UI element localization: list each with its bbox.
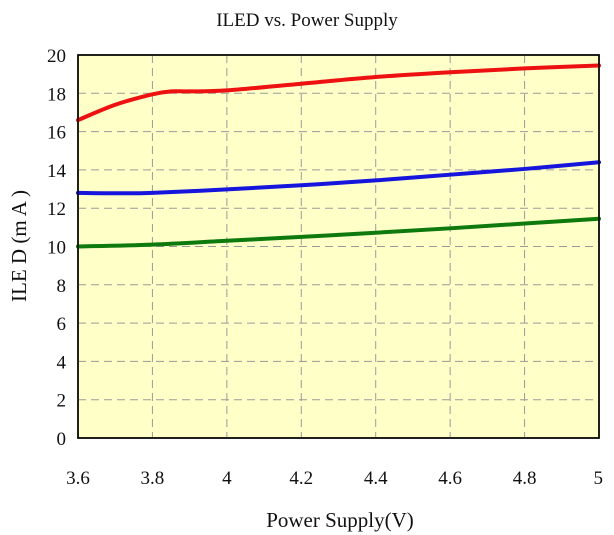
series-group xyxy=(76,63,601,249)
grid-lines xyxy=(78,55,599,438)
x-axis-label: Power Supply(V) xyxy=(266,508,414,532)
x-tick-label: 4.2 xyxy=(289,468,313,489)
chart-title: ILED vs. Power Supply xyxy=(216,10,398,31)
y-tick-label: 12 xyxy=(47,199,66,220)
y-tick-label: 6 xyxy=(57,314,67,335)
y-tick-label: 18 xyxy=(47,84,66,105)
y-tick-label: 14 xyxy=(47,161,67,182)
x-tick-label: 5 xyxy=(594,468,604,489)
x-tick-label: 4 xyxy=(222,468,232,489)
y-tick-label: 0 xyxy=(57,429,67,450)
y-axis-label: ILE D (m A ) xyxy=(7,190,31,302)
y-tick-label: 4 xyxy=(57,352,67,373)
series-line-3 xyxy=(76,216,601,249)
series-line-2 xyxy=(76,160,601,196)
x-tick-label: 3.8 xyxy=(141,468,165,489)
x-tick-label: 3.6 xyxy=(66,468,90,489)
y-tick-label: 20 xyxy=(47,46,66,67)
y-tick-label: 10 xyxy=(47,238,66,259)
y-tick-labels: 0 2 4 6 8 10 12 14 16 18 20 xyxy=(47,46,67,450)
series-line-1 xyxy=(76,63,601,123)
x-tick-labels: 3.6 3.8 4 4.2 4.4 4.6 4.8 5 xyxy=(66,468,603,489)
plot-border xyxy=(77,54,600,439)
x-tick-label: 4.4 xyxy=(364,468,388,489)
x-tick-label: 4.6 xyxy=(438,468,462,489)
y-tick-label: 2 xyxy=(57,391,67,412)
x-tick-label: 4.8 xyxy=(513,468,537,489)
y-tick-label: 16 xyxy=(47,123,66,144)
y-tick-label: 8 xyxy=(57,276,67,297)
